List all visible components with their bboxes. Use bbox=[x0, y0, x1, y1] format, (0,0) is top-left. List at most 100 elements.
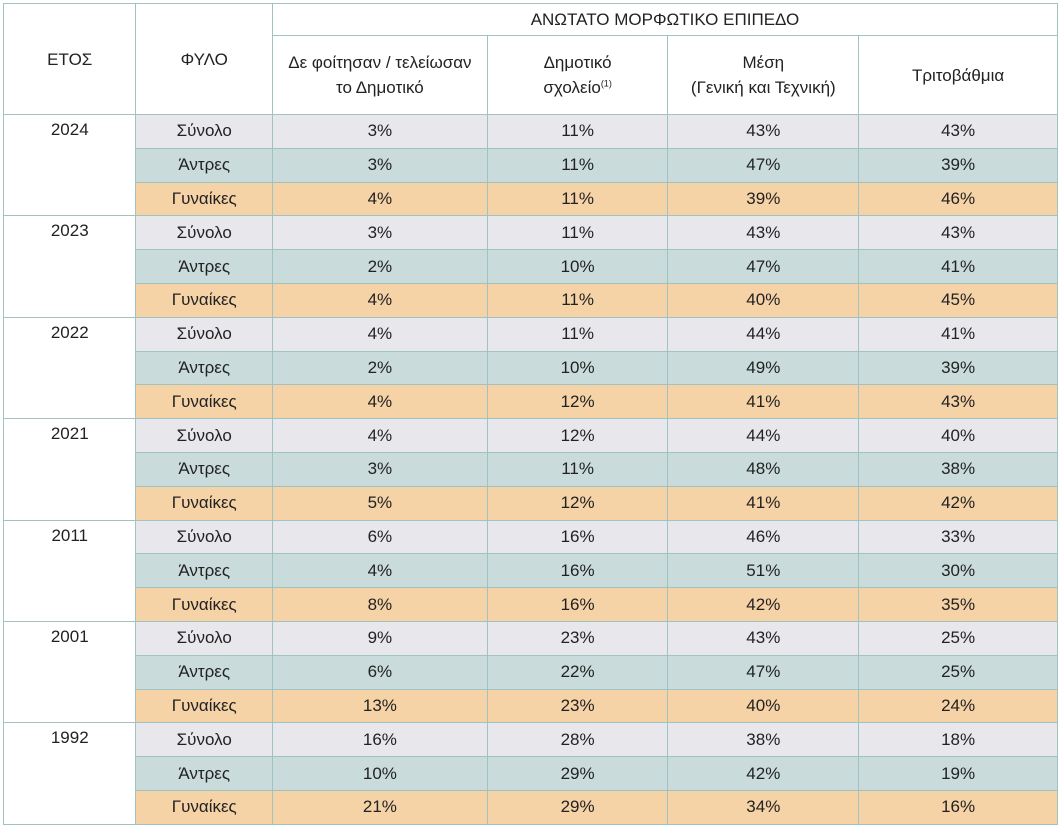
table-body: 2024 Σύνολο 3% 11% 43% 43% Άντρες 3% 11% 47% 39% Γυ… bbox=[2, 113, 1058, 825]
table-row: Άντρες 2% 10% 47% 41% bbox=[4, 249, 1058, 284]
sex-cell: Γυναίκες bbox=[135, 282, 273, 318]
value-cell: 42% bbox=[667, 756, 860, 791]
primary-header-line2: σχολείο bbox=[543, 78, 601, 97]
sex-cell: Σύνολο bbox=[135, 620, 273, 656]
value-cell: 47% bbox=[667, 147, 860, 183]
table-row: Γυναίκες 4% 11% 40% 45% bbox=[4, 282, 1058, 318]
value-cell: 29% bbox=[486, 756, 669, 791]
table-row: Γυναίκες 5% 12% 41% 42% bbox=[4, 485, 1058, 521]
value-cell: 43% bbox=[667, 114, 860, 149]
year-cell: 2022 bbox=[2, 316, 137, 420]
value-cell: 16% bbox=[486, 519, 669, 555]
table-row: 1992 Σύνολο 16% 28% 38% 18% bbox=[2, 722, 1058, 825]
value-cell: 41% bbox=[858, 249, 1058, 284]
secondary-header-line2: (Γενική και Τεχνική) bbox=[690, 78, 836, 97]
value-cell: 11% bbox=[486, 215, 669, 251]
value-cell: 12% bbox=[486, 418, 669, 453]
value-cell: 3% bbox=[271, 451, 488, 487]
tertiary-column-header: Τριτοβάθμια bbox=[858, 35, 1058, 115]
value-cell: 46% bbox=[667, 519, 860, 555]
value-cell: 34% bbox=[667, 789, 860, 825]
value-cell: 16% bbox=[486, 553, 669, 589]
value-cell: 43% bbox=[858, 215, 1058, 251]
value-cell: 47% bbox=[667, 654, 860, 690]
primary-header-line1: Δημοτικό bbox=[543, 53, 612, 72]
sex-cell: Σύνολο bbox=[135, 418, 273, 453]
sex-cell: Γυναίκες bbox=[135, 587, 273, 622]
value-cell: 45% bbox=[858, 282, 1058, 318]
value-cell: 25% bbox=[858, 654, 1058, 690]
value-cell: 22% bbox=[486, 654, 669, 690]
primary-column-header: Δημοτικό σχολείο(1) bbox=[486, 35, 669, 115]
value-cell: 8% bbox=[271, 587, 488, 622]
sex-cell: Άντρες bbox=[135, 249, 273, 284]
value-cell: 51% bbox=[667, 553, 860, 589]
sex-cell: Σύνολο bbox=[135, 316, 273, 352]
value-cell: 35% bbox=[858, 587, 1058, 622]
value-cell: 39% bbox=[858, 350, 1058, 386]
value-cell: 6% bbox=[271, 654, 488, 690]
footnote-marker: (1) bbox=[600, 78, 612, 89]
sex-cell: Άντρες bbox=[135, 147, 273, 183]
year-column-header: ΕΤΟΣ bbox=[2, 3, 137, 115]
value-cell: 10% bbox=[486, 249, 669, 284]
value-cell: 4% bbox=[271, 418, 488, 453]
value-cell: 19% bbox=[858, 756, 1058, 791]
table-row: Άντρες 6% 22% 47% 25% bbox=[4, 654, 1058, 690]
value-cell: 3% bbox=[271, 215, 488, 251]
value-cell: 25% bbox=[858, 620, 1058, 656]
value-cell: 42% bbox=[667, 587, 860, 622]
sex-cell: Άντρες bbox=[135, 553, 273, 589]
value-cell: 43% bbox=[667, 215, 860, 251]
year-cell: 2023 bbox=[2, 215, 137, 318]
year-cell: 1992 bbox=[2, 722, 137, 825]
value-cell: 13% bbox=[271, 688, 488, 724]
value-cell: 28% bbox=[486, 722, 669, 758]
table-row: Γυναίκες 8% 16% 42% 35% bbox=[4, 587, 1058, 622]
value-cell: 11% bbox=[486, 282, 669, 318]
value-cell: 29% bbox=[486, 789, 669, 825]
value-cell: 16% bbox=[271, 722, 488, 758]
sex-cell: Σύνολο bbox=[135, 215, 273, 251]
value-cell: 4% bbox=[271, 282, 488, 318]
value-cell: 30% bbox=[858, 553, 1058, 589]
sex-cell: Γυναίκες bbox=[135, 181, 273, 217]
value-cell: 5% bbox=[271, 485, 488, 521]
value-cell: 40% bbox=[858, 418, 1058, 453]
value-cell: 12% bbox=[486, 485, 669, 521]
value-cell: 10% bbox=[271, 756, 488, 791]
sex-cell: Γυναίκες bbox=[135, 485, 273, 521]
value-cell: 12% bbox=[486, 384, 669, 420]
value-cell: 39% bbox=[667, 181, 860, 217]
value-cell: 40% bbox=[667, 688, 860, 724]
sex-cell: Άντρες bbox=[135, 756, 273, 791]
education-level-table: ΕΤΟΣ ΦΥΛΟ ΑΝΩΤΑΤΟ ΜΟΡΦΩΤΙΚΟ ΕΠΙΠΕΔΟ Δε φ… bbox=[2, 3, 1059, 825]
no-primary-header-line1: Δε φοίτησαν / τελείωσαν bbox=[288, 53, 472, 72]
sex-column-header: ΦΥΛΟ bbox=[135, 3, 273, 115]
value-cell: 16% bbox=[858, 789, 1058, 825]
table-header: ΕΤΟΣ ΦΥΛΟ ΑΝΩΤΑΤΟ ΜΟΡΦΩΤΙΚΟ ΕΠΙΠΕΔΟ Δε φ… bbox=[2, 3, 1059, 115]
value-cell: 39% bbox=[858, 147, 1058, 183]
year-cell: 2011 bbox=[2, 519, 137, 622]
table-row: Άντρες 3% 11% 47% 39% bbox=[4, 147, 1058, 183]
table-row: 2022 Σύνολο 4% 11% 44% 41% bbox=[2, 316, 1058, 420]
table-row: 2023 Σύνολο 3% 11% 43% 43% bbox=[2, 215, 1058, 318]
value-cell: 4% bbox=[271, 553, 488, 589]
sex-cell: Σύνολο bbox=[135, 519, 273, 555]
table-row: Άντρες 3% 11% 48% 38% bbox=[4, 451, 1058, 487]
year-cell: 2024 bbox=[2, 113, 137, 217]
value-cell: 4% bbox=[271, 384, 488, 420]
table-row: 2011 Σύνολο 6% 16% 46% 33% bbox=[2, 519, 1058, 622]
sex-cell: Σύνολο bbox=[135, 722, 273, 758]
sex-cell: Άντρες bbox=[135, 451, 273, 487]
value-cell: 38% bbox=[667, 722, 860, 758]
table-row: Άντρες 2% 10% 49% 39% bbox=[4, 350, 1058, 386]
value-cell: 42% bbox=[858, 485, 1058, 521]
secondary-header-line1: Μέση bbox=[742, 53, 785, 72]
value-cell: 4% bbox=[271, 316, 488, 352]
value-cell: 3% bbox=[271, 114, 488, 149]
table-row: Γυναίκες 21% 29% 34% 16% bbox=[4, 789, 1058, 825]
value-cell: 6% bbox=[271, 519, 488, 555]
no-primary-header-line2: το Δημοτικό bbox=[335, 78, 424, 97]
